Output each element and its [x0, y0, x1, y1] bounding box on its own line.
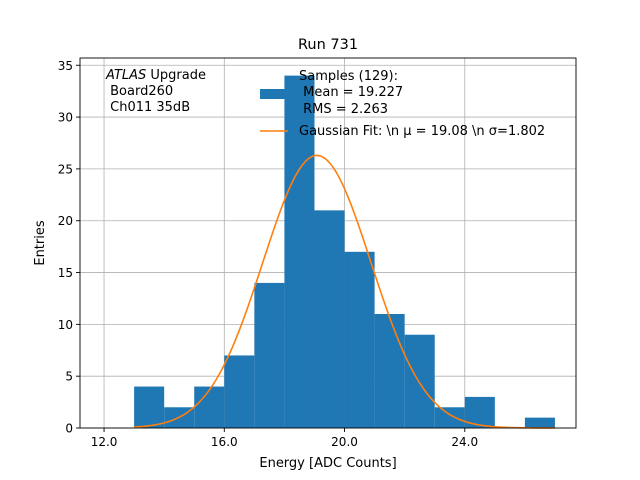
y-tick-label-5: 25: [58, 162, 73, 176]
plot-frame: [79, 57, 577, 429]
y-axis-label: Entries: [33, 220, 48, 266]
histogram-bar-6: [314, 210, 345, 428]
y-tick-label-4: 20: [58, 214, 73, 228]
chart-title: Run 731: [298, 37, 358, 53]
x-tick-label-2: 20.0: [331, 435, 358, 449]
legend-samples-line2: Mean = 19.227: [299, 85, 403, 100]
y-tick-label-0: 0: [65, 422, 73, 436]
histogram-bar-9: [404, 334, 435, 428]
histogram-bar-2: [194, 386, 225, 428]
legend-samples-line1: Samples (129):: [299, 69, 398, 84]
x-tick-label-0: 12.0: [91, 435, 118, 449]
gaussian-fit-curve: [134, 154, 555, 429]
x-tick-label-1: 16.0: [211, 435, 238, 449]
legend: Samples (129): Mean = 19.227 RMS = 2.263…: [260, 69, 545, 139]
annotation-board: Board260: [106, 84, 173, 99]
histogram-bars: [134, 75, 555, 428]
y-axis-ticks: 0 5 10 15 20 25 30 35: [58, 59, 80, 436]
y-tick-label-6: 30: [58, 111, 73, 125]
x-tick-label-3: 24.0: [451, 435, 478, 449]
atlas-annotation: ATLAS Upgrade Board260 Ch011 35dB: [105, 68, 206, 115]
annotation-upgrade: Upgrade: [146, 68, 206, 83]
y-tick-label-2: 10: [58, 318, 73, 332]
histogram-bar-5: [284, 75, 315, 428]
histogram-bar-7: [344, 251, 375, 428]
legend-fit-label: Gaussian Fit: \n μ = 19.08 \n σ=1.802: [299, 124, 545, 139]
y-tick-label-7: 35: [58, 59, 73, 73]
legend-samples-swatch: [260, 89, 288, 99]
histogram-bar-3: [224, 355, 255, 428]
y-tick-label-3: 15: [58, 266, 73, 280]
histogram-bar-4: [254, 282, 285, 428]
histogram-bar-10: [434, 407, 465, 428]
x-axis-label: Energy [ADC Counts]: [259, 456, 396, 471]
svg-text:ATLAS Upgrade: ATLAS Upgrade: [105, 68, 206, 83]
annotation-channel: Ch011 35dB: [106, 100, 190, 115]
legend-samples-line3: RMS = 2.263: [299, 102, 388, 117]
y-tick-label-1: 5: [65, 370, 73, 384]
x-axis-ticks: 12.0 16.0 20.0 24.0: [91, 428, 478, 449]
histogram-bar-8: [374, 313, 405, 428]
histogram-bar-13: [524, 417, 555, 428]
annotation-atlas: ATLAS: [105, 68, 146, 83]
histogram-bar-0: [134, 386, 165, 428]
